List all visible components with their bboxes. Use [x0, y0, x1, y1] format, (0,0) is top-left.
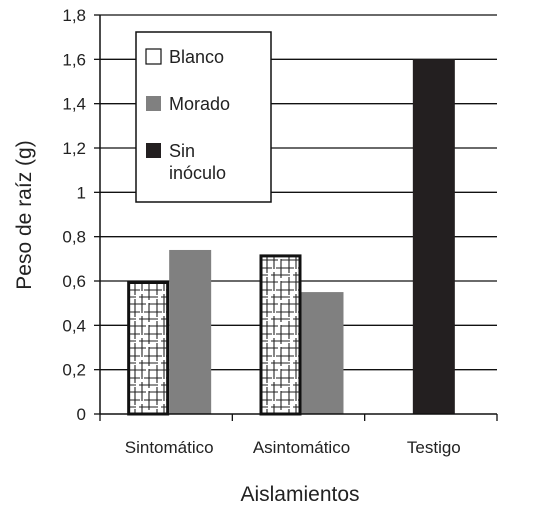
- bar: [127, 281, 170, 416]
- axes-group: [94, 14, 498, 421]
- bar: [412, 59, 455, 414]
- bars-group: [127, 59, 455, 416]
- y-tick-label: 0,6: [62, 272, 86, 291]
- y-tick-label: 1,8: [62, 6, 86, 25]
- y-tick-label: 0,8: [62, 228, 86, 247]
- legend-swatch: [146, 96, 161, 111]
- legend-swatch: [146, 143, 161, 158]
- y-tick-label: 1,4: [62, 95, 86, 114]
- legend-swatch: [145, 48, 162, 65]
- x-category-label: Asintomático: [253, 438, 350, 457]
- y-tick-labels: 0 0,2 0,4 0,6 0,8 1 1,2 1,4 1,6 1,8: [62, 6, 86, 424]
- bar: [169, 249, 212, 414]
- y-axis-title: Peso de raíz (g): [13, 140, 36, 289]
- y-tick-label: 1: [77, 183, 86, 202]
- y-tick-label: 1,6: [62, 50, 86, 69]
- legend-label-line: inóculo: [169, 163, 226, 183]
- x-category-label: Sintomático: [125, 438, 214, 457]
- y-tick-label: 1,2: [62, 139, 86, 158]
- legend-label-line: Morado: [169, 94, 230, 114]
- x-category-label: Testigo: [407, 438, 461, 457]
- legend-label: Sin inóculo: [169, 141, 226, 183]
- bar: [301, 292, 344, 414]
- x-axis-title: Aislamientos: [240, 483, 359, 506]
- legend-label: Morado: [169, 94, 230, 114]
- x-category-labels: Sintomático Asintomático Testigo: [125, 438, 461, 457]
- legend: Blanco Morado Sin inóculo: [135, 31, 272, 203]
- legend-label-line: Blanco: [169, 47, 224, 67]
- bar: [259, 254, 302, 416]
- legend-label: Blanco: [169, 47, 224, 67]
- y-tick-label: 0,2: [62, 361, 86, 380]
- y-tick-label: 0: [77, 405, 86, 424]
- y-tick-label: 0,4: [62, 316, 86, 335]
- legend-label-line: Sin: [169, 141, 195, 161]
